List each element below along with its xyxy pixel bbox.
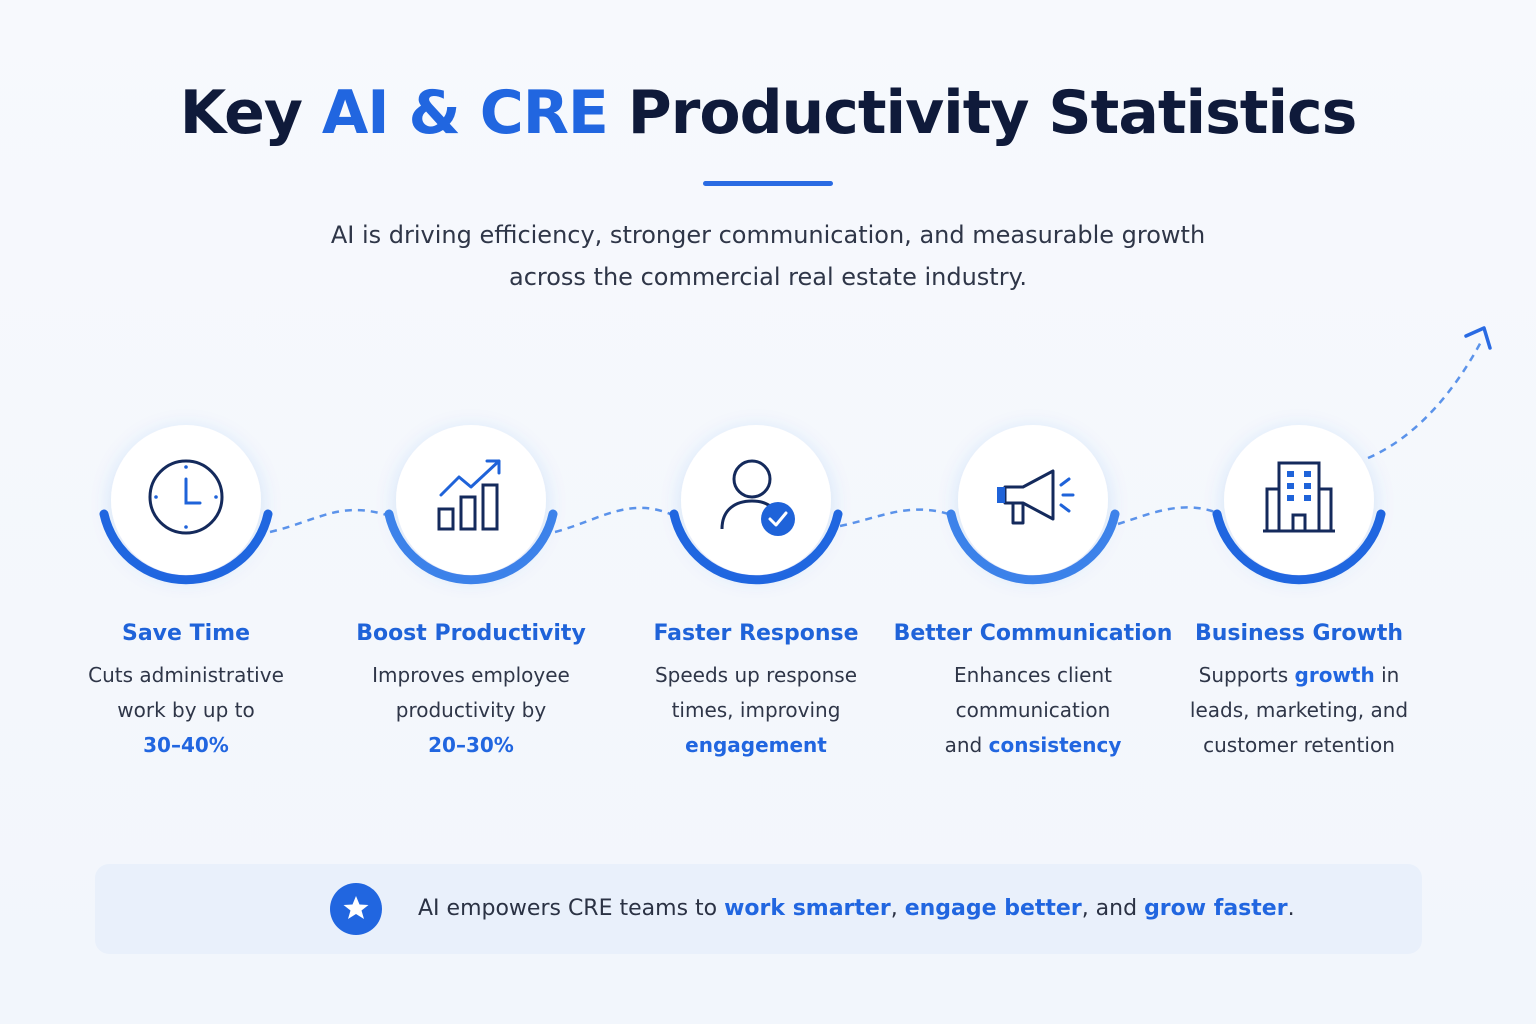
card-line: Supports growth in <box>1159 658 1439 693</box>
emphasis-text: 20–30% <box>428 733 514 757</box>
card-line: Improves employee <box>331 658 611 693</box>
icon-circle <box>1224 425 1374 575</box>
progress-arc <box>946 509 1120 585</box>
card-title: Boost Productivity <box>356 621 586 646</box>
text: Supports <box>1198 663 1295 687</box>
text: leads, marketing, and <box>1189 698 1409 722</box>
growth-arrow <box>1464 326 1492 350</box>
text: , and <box>1081 896 1145 921</box>
progress-arc <box>669 509 843 585</box>
emphasis-text: engagement <box>685 733 827 757</box>
card-line: work by up to <box>46 693 326 728</box>
text: Enhances client <box>954 663 1112 687</box>
card-line: 20–30% <box>331 728 611 763</box>
progress-arc <box>99 509 273 585</box>
card-line: times, improving <box>616 693 896 728</box>
card-line: customer retention <box>1159 728 1439 763</box>
icon-circle <box>396 425 546 575</box>
card-title: Business Growth <box>1194 621 1404 646</box>
text: communication <box>955 698 1111 722</box>
text: . <box>1287 896 1295 921</box>
emphasis-text: 30–40% <box>143 733 229 757</box>
text: and <box>944 733 989 757</box>
emphasis-text: work smarter <box>724 896 891 921</box>
icon <box>720 459 795 536</box>
star-icon <box>343 896 369 919</box>
card-title: Save Time <box>121 621 250 646</box>
card-title: Better Communication <box>893 621 1173 646</box>
card-title: Faster Response <box>653 621 859 646</box>
icon <box>437 459 501 531</box>
progress-arc <box>1212 509 1386 585</box>
emphasis-text: grow faster <box>1144 896 1288 921</box>
card: Boost Productivity Improves employee produ… <box>331 618 611 763</box>
card-line: productivity by <box>331 693 611 728</box>
text: times, improving <box>671 698 841 722</box>
card-line: 30–40% <box>46 728 326 763</box>
subtitle-line: across the commercial real estate indust… <box>508 263 1027 291</box>
icon <box>997 469 1075 525</box>
card: Faster Response Speeds up response times, … <box>616 618 896 763</box>
text: , <box>890 896 905 921</box>
card-line: Enhances client <box>893 658 1173 693</box>
card: Business Growth Supports growth in leads, … <box>1159 618 1439 763</box>
title-underline <box>703 181 833 186</box>
card-line: Cuts administrative <box>46 658 326 693</box>
text: AI empowers CRE teams to <box>418 896 725 921</box>
icon <box>1263 461 1335 533</box>
icon-circle <box>958 425 1108 575</box>
icon <box>148 459 224 535</box>
text: Key <box>179 78 322 148</box>
footer-text: AI empowers CRE teams to work smarter, e… <box>418 893 1295 925</box>
text: Improves employee <box>372 663 570 687</box>
text: Cuts administrative <box>88 663 284 687</box>
connector <box>269 339 1484 534</box>
card: Save Time Cuts administrative work by up t… <box>46 618 326 763</box>
progress-arc <box>384 509 558 585</box>
card: Better Communication Enhances client commu… <box>893 618 1173 763</box>
text: Productivity Statistics <box>607 78 1358 148</box>
emphasis-text: consistency <box>988 733 1122 757</box>
emphasis-text: engage better <box>904 896 1082 921</box>
text: work by up to <box>117 698 255 722</box>
footer-box <box>95 864 1422 954</box>
emphasis-text: AI & CRE <box>321 78 609 148</box>
card-line: engagement <box>616 728 896 763</box>
title: Key AI & CRE Productivity Statistics <box>0 78 1536 148</box>
text: Speeds up response <box>654 663 858 687</box>
card-line: communication <box>893 693 1173 728</box>
text: in <box>1374 663 1400 687</box>
card-line: Speeds up response <box>616 658 896 693</box>
subtitle: AI is driving efficiency, stronger commu… <box>0 214 1536 298</box>
subtitle-line: AI is driving efficiency, stronger commu… <box>330 221 1206 249</box>
text: productivity by <box>395 698 547 722</box>
emphasis-text: growth <box>1294 663 1375 687</box>
card-line: leads, marketing, and <box>1159 693 1439 728</box>
card-line: and consistency <box>893 728 1173 763</box>
text: customer retention <box>1203 733 1395 757</box>
